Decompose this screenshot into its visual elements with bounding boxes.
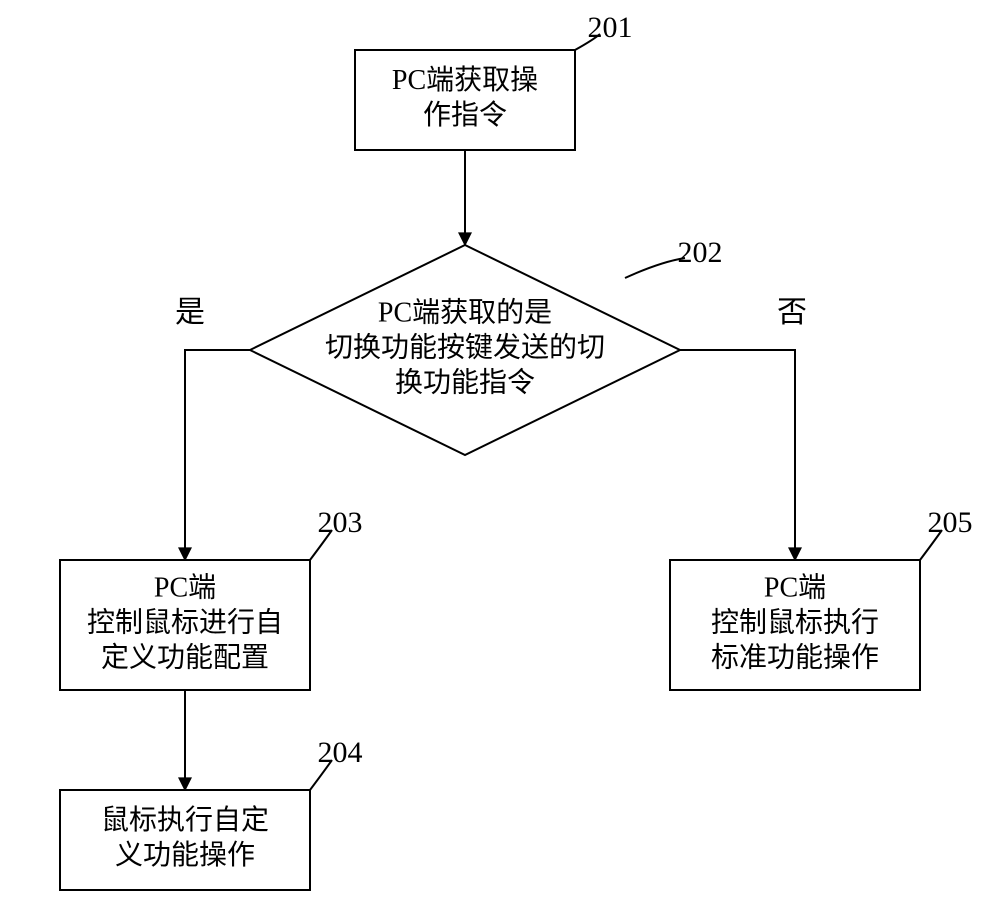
node-text: 定义功能配置 (101, 641, 269, 673)
node-text: 鼠标执行自定 (101, 804, 269, 836)
edge (680, 350, 795, 560)
node-text: PC端获取的是 (378, 296, 552, 328)
step-label: 205 (928, 506, 973, 539)
node-n204: 鼠标执行自定义功能操作 (60, 790, 310, 890)
node-text: 控制鼠标执行 (711, 606, 879, 638)
step-label: 204 (318, 736, 363, 769)
edge (185, 350, 250, 560)
node-text: PC端 (764, 571, 826, 603)
node-text: 义功能操作 (115, 839, 255, 871)
node-n202: PC端获取的是切换功能按键发送的切换功能指令 (250, 245, 680, 455)
edge-label: 是 (175, 296, 205, 329)
node-n203: PC端控制鼠标进行自定义功能配置 (60, 560, 310, 690)
node-text: 控制鼠标进行自 (87, 606, 283, 638)
node-n205: PC端控制鼠标执行标准功能操作 (670, 560, 920, 690)
node-text: PC端获取操 (392, 64, 538, 96)
node-n201: PC端获取操作指令 (355, 50, 575, 150)
node-text: 作指令 (423, 99, 507, 131)
step-label: 201 (588, 11, 633, 44)
step-label: 202 (678, 236, 723, 269)
flowchart: 是否 PC端获取操作指令PC端获取的是切换功能按键发送的切换功能指令PC端控制鼠… (0, 0, 1000, 923)
node-text: PC端 (154, 571, 216, 603)
edge-label: 否 (777, 296, 807, 329)
leader-line (625, 258, 685, 278)
node-text: 切换功能按键发送的切 (325, 331, 605, 363)
node-text: 换功能指令 (395, 366, 535, 398)
step-label: 203 (318, 506, 363, 539)
node-text: 标准功能操作 (711, 641, 879, 673)
